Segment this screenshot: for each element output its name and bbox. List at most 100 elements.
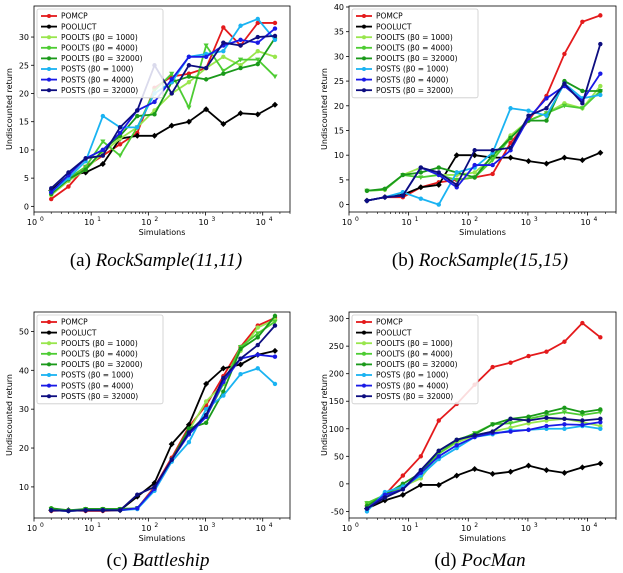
legend-marker (47, 320, 51, 324)
data-point (417, 481, 424, 488)
data-point (526, 427, 531, 433)
data-point (238, 371, 243, 377)
data-point (135, 125, 140, 130)
data-point (221, 48, 226, 54)
data-point (436, 448, 441, 454)
x-tick-exponent: 3 (534, 216, 538, 223)
x-tick-exponent: 0 (355, 216, 359, 223)
data-point (418, 165, 424, 170)
x-tick-label: 10 (256, 524, 266, 533)
y-tick-label: 15 (334, 126, 344, 135)
data-point (238, 356, 243, 361)
data-point (598, 13, 603, 18)
data-point (238, 65, 243, 71)
data-point (436, 165, 441, 170)
data-point (562, 426, 567, 431)
legend-label: POOLTS (β0 = 32000) (61, 360, 143, 369)
x-tick-label: 10 (84, 218, 94, 227)
y-tick-label: 20 (334, 102, 344, 111)
data-point (598, 407, 603, 412)
data-point (436, 170, 441, 175)
y-axis-label: Undiscounted return (320, 68, 329, 150)
data-point (544, 106, 549, 111)
data-point (418, 170, 424, 175)
data-point (49, 196, 54, 202)
y-tick-label: 10 (19, 483, 29, 492)
data-point (526, 108, 531, 113)
data-point (579, 157, 586, 164)
data-point (490, 162, 495, 168)
data-point (526, 353, 531, 359)
x-tick-label: 10 (198, 524, 208, 533)
legend-label: POOLTS (β0 = 4000) (376, 350, 453, 359)
y-tick-label: 250 (329, 342, 344, 351)
x-tick-exponent: 4 (269, 216, 273, 223)
y-axis-label: Undiscounted return (5, 68, 14, 150)
data-point (562, 422, 567, 427)
data-point (169, 71, 175, 77)
series-line-7 (366, 43, 602, 202)
data-point (221, 71, 226, 76)
data-point (418, 196, 424, 201)
legend-label: POSTS (β0 = 32000) (61, 86, 138, 95)
x-tick-exponent: 0 (40, 522, 44, 529)
data-point (508, 416, 513, 422)
legend (351, 314, 479, 405)
legend-marker (362, 56, 366, 61)
data-point (472, 175, 477, 180)
data-point (255, 61, 260, 67)
legend-label: POOLTS (β0 = 1000) (376, 33, 453, 42)
data-point (508, 429, 513, 434)
data-point (134, 132, 141, 139)
y-axis-label: Undiscounted return (5, 374, 14, 456)
data-point (271, 347, 278, 354)
legend-label: POSTS (β0 = 1000) (61, 65, 134, 74)
legend (36, 314, 164, 405)
y-tick-label: 20 (19, 89, 29, 98)
legend-marker (47, 383, 51, 388)
data-point (508, 140, 513, 146)
legend-label: POOLTS (β0 = 32000) (376, 54, 458, 63)
x-tick-exponent: 2 (154, 522, 158, 529)
legend-label: POSTS (β0 = 1000) (61, 371, 134, 380)
legend-marker (47, 77, 51, 82)
legend-marker (47, 35, 51, 40)
data-point (272, 54, 278, 59)
legend-marker (362, 351, 366, 356)
data-point (598, 416, 603, 422)
subfigure-caption: (c) Battleship (107, 550, 210, 571)
legend-label: POSTS (β0 = 4000) (376, 381, 449, 390)
data-point (436, 202, 441, 207)
series-line-0 (366, 322, 601, 507)
data-point (543, 467, 550, 474)
data-point (254, 111, 261, 118)
caption-title: PocMan (460, 550, 525, 571)
caption-prefix: (d) (434, 550, 461, 571)
data-point (220, 68, 226, 74)
x-tick-label: 10 (402, 218, 412, 227)
legend-label: POOLTS (β0 = 4000) (61, 350, 138, 359)
data-point (579, 464, 586, 471)
x-tick-label: 10 (342, 218, 352, 227)
x-tick-label: 10 (402, 524, 412, 533)
data-point (454, 182, 459, 188)
data-point (490, 171, 495, 177)
data-point (255, 331, 261, 336)
data-point (508, 360, 513, 365)
data-point (255, 335, 260, 340)
data-point (117, 125, 123, 130)
legend-marker (47, 394, 51, 399)
data-point (237, 361, 244, 368)
data-point (49, 190, 54, 195)
data-point (561, 469, 568, 476)
legend-label: POMCP (61, 12, 88, 21)
data-point (400, 193, 406, 198)
data-point (203, 65, 209, 71)
data-point (454, 177, 460, 183)
data-point (186, 426, 192, 431)
x-tick-exponent: 1 (415, 216, 419, 223)
legend-label: POSTS (β0 = 1000) (376, 65, 449, 74)
y-tick-label: 30 (19, 405, 29, 414)
x-axis-label: Simulations (139, 228, 186, 237)
